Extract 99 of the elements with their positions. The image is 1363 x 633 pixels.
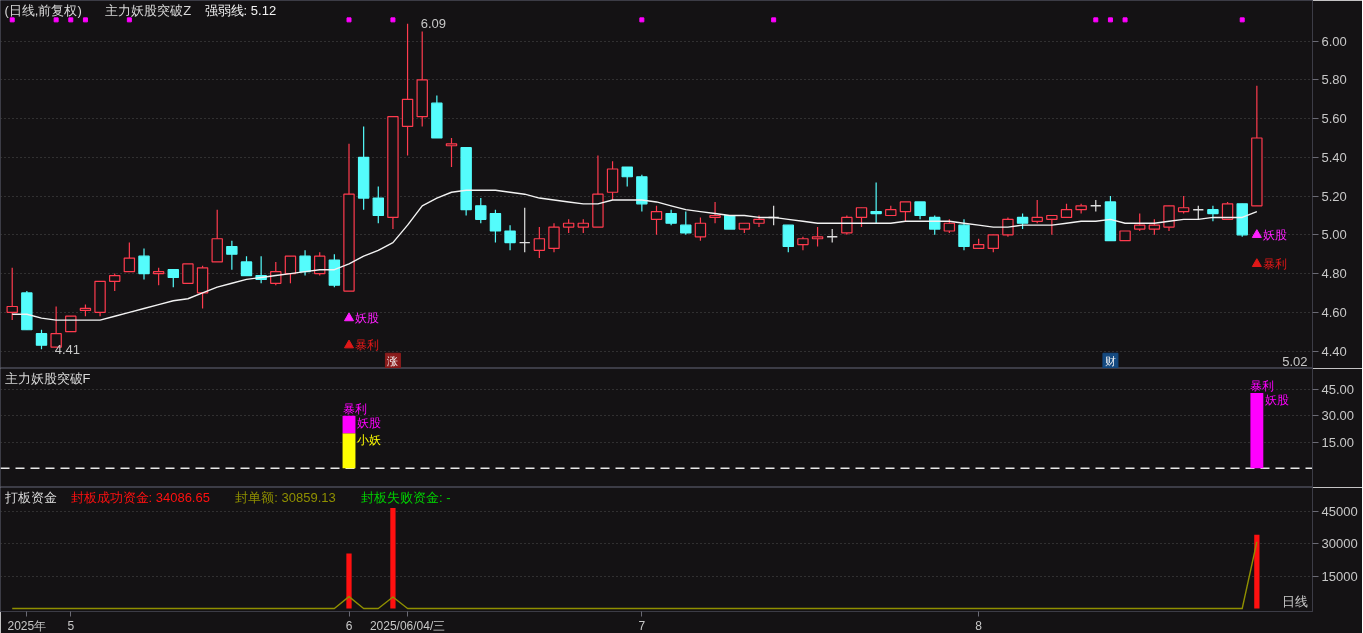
- candlestick: [123, 242, 136, 273]
- x-tick-label: 6: [345, 618, 353, 633]
- data-label: 涨: [387, 354, 399, 367]
- candlestick: [211, 209, 223, 263]
- y-tick-label: 5.60: [1321, 111, 1347, 127]
- point: [346, 17, 352, 23]
- point: [82, 17, 88, 23]
- candlestick: [694, 216, 707, 242]
- candlestick: [299, 249, 311, 277]
- y-tick-label: 15000: [1321, 568, 1358, 584]
- data-label: 妖股: [1263, 227, 1288, 242]
- candlestick: [226, 240, 238, 271]
- candlestick: [240, 255, 253, 277]
- candlestick: [182, 263, 194, 284]
- candlestick: [782, 224, 795, 253]
- candlestick: [548, 222, 560, 253]
- point: [68, 17, 74, 23]
- point: [1122, 17, 1128, 23]
- candlestick: [1163, 205, 1175, 232]
- candlestick: [1031, 199, 1043, 224]
- text: 5.02: [1282, 353, 1308, 369]
- candlestick: [533, 226, 546, 259]
- y-tick-label: 6.00: [1321, 33, 1347, 49]
- data-label: 暴利: [355, 338, 380, 353]
- candlestick: [606, 160, 619, 201]
- point: [344, 312, 354, 322]
- y-tick-label: 5.40: [1321, 149, 1347, 165]
- candlestick: [855, 207, 868, 228]
- y-tick-label: 5.00: [1321, 227, 1347, 243]
- legend-label: 封板失败资金: -: [361, 489, 451, 505]
- data-label: 妖股: [355, 311, 380, 326]
- candlestick: [870, 181, 882, 224]
- data-label: 暴利: [1250, 379, 1275, 393]
- x-tick-label: 8: [975, 618, 983, 633]
- candlestick: [372, 185, 385, 224]
- y-tick-label: 45000: [1321, 503, 1358, 519]
- x-tick-label: 7: [638, 618, 646, 633]
- point: [126, 17, 132, 23]
- y-tick-label: 45.00: [1321, 382, 1355, 397]
- point: [771, 17, 777, 23]
- text: 6.09: [420, 16, 447, 32]
- candlestick: [650, 205, 663, 236]
- point: [1107, 17, 1113, 23]
- point: [1251, 229, 1262, 238]
- bar: [390, 508, 396, 609]
- data-label: 暴利: [1263, 256, 1288, 271]
- series-label: 妖股: [357, 415, 382, 430]
- point: [390, 17, 396, 23]
- candlestick: [709, 201, 721, 224]
- candlestick: [475, 197, 487, 224]
- x-tick-label: 2025年: [7, 618, 47, 633]
- bar: [346, 553, 352, 609]
- bar: [342, 415, 356, 434]
- bar: [1250, 393, 1264, 469]
- point: [344, 339, 354, 349]
- y-tick-label: 4.80: [1321, 266, 1347, 282]
- candlestick: [811, 226, 824, 248]
- chart-title: (日线,前复权): [4, 2, 82, 18]
- candlestick: [621, 166, 633, 188]
- y-tick-label: 5.80: [1321, 72, 1347, 88]
- point: [1093, 17, 1099, 23]
- y-tick-label: 5.20: [1321, 188, 1347, 204]
- candlestick: [445, 137, 458, 168]
- candlestick: [680, 211, 692, 236]
- point: [1251, 258, 1262, 268]
- bar: [342, 433, 356, 469]
- y-tick-label: 4.40: [1321, 343, 1347, 359]
- chart-subtitle: 主力妖股突破Z: [105, 2, 192, 18]
- point: [1239, 17, 1245, 23]
- line-series: [11, 541, 1258, 610]
- candlestick: [6, 267, 18, 321]
- candlestick: [138, 247, 150, 281]
- candlestick: [1002, 216, 1014, 238]
- x-tick-label: 2025/06/04/三: [369, 618, 446, 633]
- text: 封单额: 30859.13: [235, 489, 336, 505]
- candlestick: [504, 224, 516, 251]
- series-label: 小妖: [357, 433, 382, 448]
- y-tick-label: 30000: [1321, 536, 1358, 552]
- point: [53, 17, 59, 23]
- chart-title: 主力妖股突破F: [4, 370, 91, 386]
- text: 4.41: [54, 341, 80, 357]
- text: 日线: [1281, 593, 1308, 609]
- candlestick: [35, 329, 48, 350]
- text: 封板成功资金: 34086.65: [70, 489, 210, 505]
- chart-title: 打板资金: [3, 489, 57, 505]
- text: 妖股: [1265, 393, 1290, 407]
- y-tick-label: 4.60: [1321, 304, 1347, 320]
- candlestick: [1046, 214, 1058, 236]
- candlestick: [958, 218, 970, 251]
- y-tick-label: 30.00: [1321, 408, 1355, 424]
- candlestick: [899, 201, 912, 222]
- candlestick: [1207, 205, 1219, 222]
- data-label: 财: [1104, 354, 1116, 367]
- x-tick-label: 5: [67, 618, 75, 633]
- point: [639, 17, 645, 23]
- y-tick-label: 15.00: [1321, 434, 1355, 450]
- candlestick: [489, 209, 502, 244]
- text: 强弱线: 5.12: [204, 2, 277, 18]
- data-label: 暴利: [342, 401, 367, 416]
